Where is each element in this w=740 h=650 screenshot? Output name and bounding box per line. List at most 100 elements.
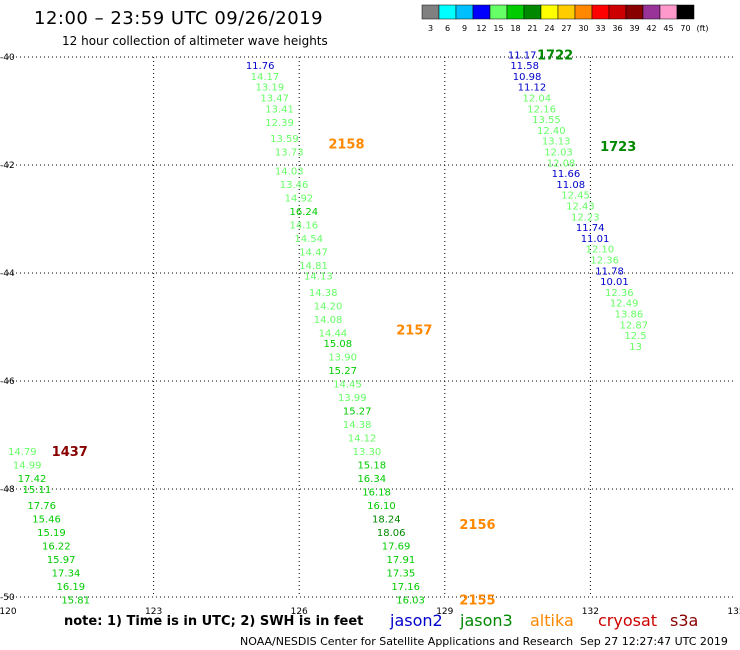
satellite-legend-s3a: s3a (670, 611, 698, 630)
wave-height-label: 17.16 (391, 582, 420, 593)
wave-height-label: 14.99 (13, 461, 42, 472)
legend-note: note: 1) Time is in UTC; 2) SWH is in fe… (64, 614, 363, 629)
y-tick-label: -46 (0, 377, 15, 387)
pass-labels: 2158 2157 1722 1723 1437 2156 2155 (52, 48, 637, 608)
wave-height-label: 14.08 (314, 315, 343, 326)
y-tick-label: -42 (0, 161, 15, 171)
y-tick-label: -40 (0, 53, 15, 63)
colorbar-swatch (591, 4, 610, 20)
wave-height-label: 18.06 (377, 528, 406, 539)
y-tick-label: -48 (0, 485, 15, 495)
y-tick-label: -44 (0, 269, 15, 279)
colorbar-label: 18 (510, 24, 520, 33)
colorbar-swatch (489, 4, 508, 20)
pass-time-label: 1723 (600, 140, 636, 155)
wave-height-label: 16.18 (362, 488, 391, 499)
wave-height-label: 13.86 (615, 310, 644, 321)
pass-time-label: 2157 (396, 324, 432, 339)
x-tick-label: 123 (145, 607, 162, 617)
wave-height-label: 11.76 (246, 61, 275, 72)
wave-height-label: 15.08 (323, 339, 352, 350)
colorbar-swatch (506, 4, 525, 20)
wave-height-label: 12.36 (590, 256, 619, 267)
wave-height-label: 14.92 (285, 193, 314, 204)
colorbar-label: 3 (428, 24, 433, 33)
pass-time-label: 1722 (537, 48, 573, 63)
wave-height-label: 13.30 (353, 447, 382, 458)
pass-time-label: 1437 (52, 445, 88, 460)
colorbar-swatch (421, 4, 440, 20)
wave-height-label: 11.08 (556, 180, 585, 191)
wave-height-label: 11.12 (518, 83, 547, 94)
axis-ticks: 120 123 126 129 132 135 -40 -42 -44 -46 -48 -50 (0, 53, 740, 617)
colorbar-label: 9 (462, 24, 467, 33)
footer-timestamp: Sep 27 12:27:47 UTC 2019 (580, 635, 728, 648)
wave-height-label: 13.90 (328, 353, 357, 364)
colorbar-swatch (676, 4, 695, 20)
wave-height-label: 17.34 (52, 569, 81, 580)
wave-height-label: 14.16 (289, 220, 318, 231)
colorbar-label: 30 (578, 24, 588, 33)
wave-height-label: 17.35 (387, 569, 416, 580)
wave-height-label: 13.46 (280, 180, 309, 191)
colorbar-swatch (472, 4, 491, 20)
wave-height-label: 12.08 (547, 158, 576, 169)
pass-time-label: 2156 (459, 518, 495, 533)
x-tick-label: 135 (727, 607, 740, 617)
footer-credit: NOAA/NESDIS Center for Satellite Applica… (240, 635, 573, 648)
colorbar-label: (ft) (696, 24, 708, 33)
colorbar-label: 39 (629, 24, 639, 33)
gridlines (8, 56, 736, 598)
satellite-legend-altika: altika (530, 611, 574, 630)
wave-height-label: 14.17 (251, 72, 280, 83)
wave-height-label: 15.19 (37, 528, 66, 539)
colorbar-swatch (659, 4, 678, 20)
wave-height-label: 14.13 (304, 272, 333, 283)
wave-height-label: 10.98 (513, 72, 542, 83)
wave-height-label: 15.81 (61, 596, 90, 607)
wave-height-label: 12.23 (571, 212, 600, 223)
wave-height-label: 11.01 (581, 234, 610, 245)
chart-title: 12:00 – 23:59 UTC 09/26/2019 (34, 8, 323, 29)
wave-height-label: 14.12 (348, 434, 377, 445)
wave-height-label: 14.79 (8, 447, 37, 458)
wave-height-label: 13.47 (260, 94, 289, 105)
colorbar-swatch (642, 4, 661, 20)
wave-height-label: 13 (629, 342, 642, 353)
colorbar-label: 24 (544, 24, 554, 33)
wave-height-label: 15.97 (47, 555, 76, 566)
wave-height-label: 14.54 (294, 234, 323, 245)
wave-height-label: 16.03 (396, 596, 425, 607)
colorbar-swatch (625, 4, 644, 20)
colorbar-label: 70 (680, 24, 690, 33)
wave-height-label: 13.19 (256, 83, 285, 94)
wave-height-label: 17.76 (27, 501, 56, 512)
wave-height-label: 17.42 (18, 474, 47, 485)
wave-height-label: 16.22 (42, 542, 71, 553)
wave-height-label: 11.66 (552, 169, 581, 180)
x-tick-label: 120 (0, 607, 17, 617)
pass-time-label: 2158 (328, 137, 364, 152)
wave-height-label: 11.74 (576, 223, 605, 234)
wave-height-label: 14.45 (333, 380, 362, 391)
wave-height-label: 14.20 (314, 301, 343, 312)
x-tick-label: 126 (291, 607, 308, 617)
wave-height-label: 10.01 (600, 277, 629, 288)
wave-height-label: 13.13 (542, 137, 571, 148)
wave-height-label: 18.24 (372, 515, 401, 526)
wave-height-label: 16.24 (289, 207, 318, 218)
satellite-legend-jason3: jason3 (459, 611, 513, 630)
wave-height-label: 17.91 (387, 555, 416, 566)
colorbar-swatch (540, 4, 559, 20)
colorbar-swatch (608, 4, 627, 20)
wave-height-label: 14.03 (275, 166, 304, 177)
y-tick-label: -50 (0, 593, 15, 603)
wave-height-label: 13.73 (275, 148, 304, 159)
colorbar-swatch (455, 4, 474, 20)
colorbar-swatch (438, 4, 457, 20)
colorbar: 3 6 9 12 15 18 21 24 27 30 33 36 39 42 45 70 (ft) (421, 4, 709, 33)
wave-height-label: 14.38 (309, 288, 338, 299)
wave-height-label: 12.04 (522, 94, 551, 105)
wave-height-label: 12.87 (620, 320, 649, 331)
